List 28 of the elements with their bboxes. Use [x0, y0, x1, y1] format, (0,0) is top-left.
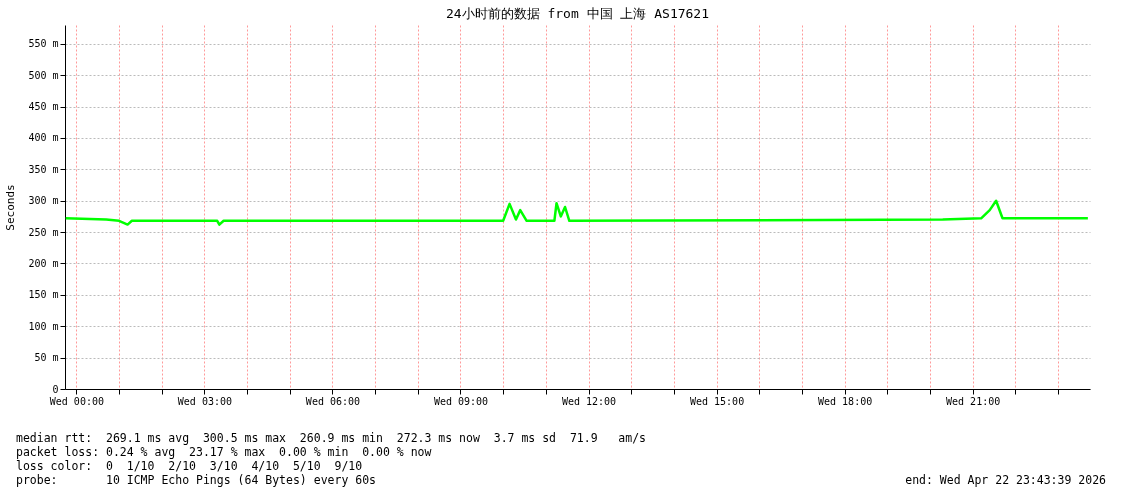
- y-tick-label: 500 m: [28, 69, 59, 81]
- x-tick-label: Wed 06:00: [305, 395, 361, 407]
- y-tick-label: 50 m: [34, 352, 59, 364]
- x-tick-label: Wed 21:00: [946, 395, 1001, 407]
- y-tick-label: 450 m: [28, 101, 59, 113]
- y-tick-label: 400 m: [28, 132, 59, 144]
- text: end: Wed Apr 22 23:43:39 2026: [905, 473, 1106, 487]
- text: median rtt: 269.1 ms avg 300.5 ms max 260.9 ms min 272.3 ms now 3.7 ms sd 71.9 am/s: [16, 431, 648, 445]
- y-tick-label: 200 m: [28, 257, 59, 269]
- text: packet loss: 0.24 % avg 23.17 % max 0.00 % min 0.00 % now: [16, 445, 433, 459]
- y-tick-label: 250 m: [28, 226, 59, 238]
- y-tick-label: 300 m: [28, 195, 59, 207]
- x-tick-label: Wed 03:00: [177, 395, 233, 407]
- line-series: [64, 199, 1090, 226]
- y-tick-label: 0: [52, 383, 59, 395]
- x-tick-label: Wed 18:00: [818, 395, 873, 407]
- x-tick-label: Wed 00:00: [49, 395, 104, 407]
- text: probe: 10 ICMP Echo Pings (64 Bytes) every 60s: [16, 473, 377, 487]
- chart-title: 24小时前的数据 from 中国 上海 AS17621: [445, 6, 710, 21]
- y-tick-label: 100 m: [28, 320, 59, 332]
- x-tick-label: Wed 15:00: [689, 395, 745, 407]
- y-tick-label: 150 m: [28, 289, 59, 301]
- y-tick-label: 350 m: [28, 163, 59, 175]
- x-tick-label: Wed 09:00: [433, 395, 489, 407]
- y-axis-title: Seconds: [4, 184, 18, 231]
- y-tick-label: 550 m: [28, 38, 59, 50]
- x-tick-label: Wed 12:00: [561, 395, 617, 407]
- text: loss color: 0 1/10 2/10 3/10 4/10 5/10 9/10: [16, 459, 364, 473]
